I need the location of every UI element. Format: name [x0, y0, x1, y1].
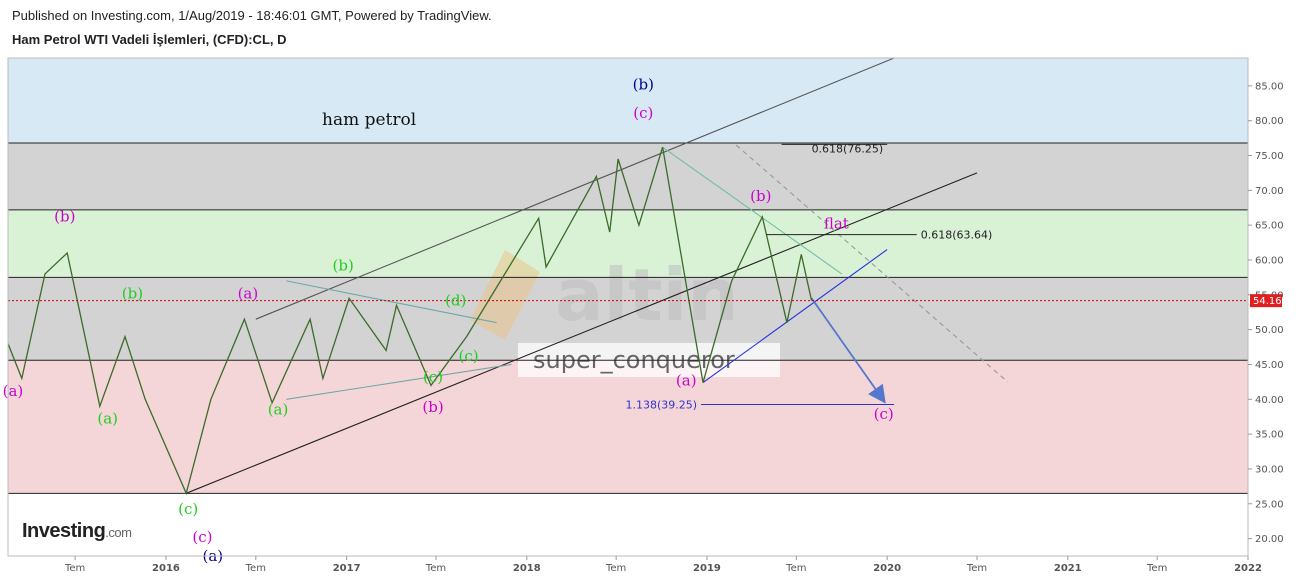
wave-label: (c) — [459, 347, 479, 365]
wave-label: (a) — [676, 371, 697, 389]
y-tick-label: 45.00 — [1255, 360, 1284, 371]
y-tick-label: 20.00 — [1255, 534, 1284, 545]
y-tick-label: 30.00 — [1255, 464, 1284, 475]
wave-label: (b) — [333, 256, 354, 274]
price-zone — [8, 360, 1248, 494]
logo-suffix: .com — [105, 525, 132, 540]
wave-label: (c) — [874, 405, 894, 423]
x-tick-label: Tem — [245, 563, 266, 574]
y-tick-label: 50.00 — [1255, 325, 1284, 336]
wave-label: (c) — [178, 500, 198, 518]
fib-level-label: 1.138(39.25) — [625, 399, 697, 412]
x-tick-label: 2020 — [873, 563, 901, 574]
instrument-title: Ham Petrol WTI Vadeli İşlemleri, (CFD):C… — [12, 32, 287, 47]
y-tick-label: 85.00 — [1255, 81, 1284, 92]
watermark-brand: altin — [555, 253, 739, 337]
x-tick-label: 2022 — [1234, 563, 1262, 574]
wave-label: (a) — [238, 284, 259, 302]
price-zones — [8, 58, 1248, 494]
y-tick-label: 70.00 — [1255, 186, 1284, 197]
chart-title: ham petrol — [322, 110, 416, 130]
wave-label: (b) — [422, 398, 443, 416]
fib-level-label: 0.618(76.25) — [812, 142, 884, 155]
price-zone — [8, 209, 1248, 278]
wave-label: (a) — [3, 382, 24, 400]
y-tick-label: 40.00 — [1255, 395, 1284, 406]
wave-label: (a) — [97, 410, 118, 428]
wave-label: flat — [824, 215, 849, 233]
x-tick-label: Tem — [425, 563, 446, 574]
published-line: Published on Investing.com, 1/Aug/2019 -… — [12, 8, 492, 23]
investing-logo: Investing.com — [22, 520, 132, 543]
wave-label: (d) — [445, 291, 466, 309]
horizontal-levels — [8, 142, 1248, 494]
trend-line — [702, 249, 888, 384]
wave-labels: (a) (b) (a) (b) (c) (c) (a) (a) (a) (b) (d) (c) (c) (… — [3, 75, 894, 565]
trend-lines — [185, 58, 1008, 494]
logo-main: Investing — [22, 520, 106, 542]
x-tick-label: Tem — [785, 563, 806, 574]
plot-frame — [7, 57, 1249, 557]
x-tick-label: Tem — [64, 563, 85, 574]
wave-label: (c) — [192, 528, 212, 546]
trend-line — [255, 58, 895, 320]
wave-label: (b) — [633, 75, 654, 93]
wave-label: (c) — [633, 104, 653, 122]
x-axis: Tem 2016 Tem 2017 Tem 2018 Tem 2019 Tem 2020 Tem 20… — [64, 556, 1262, 574]
y-tick-label: 65.00 — [1255, 221, 1284, 232]
y-tick-label: 75.00 — [1255, 151, 1284, 162]
y-axis: 20.0025.0030.0035.0040.0045.0050.0055.00… — [1248, 81, 1284, 545]
wave-label: (c) — [423, 368, 443, 386]
wave-label: (b) — [122, 284, 143, 302]
trend-line — [286, 363, 512, 400]
x-tick-label: Tem — [1146, 563, 1167, 574]
trend-line — [286, 280, 497, 324]
y-tick-label: 35.00 — [1255, 430, 1284, 441]
x-tick-label: 2019 — [693, 563, 721, 574]
trend-line — [735, 144, 1008, 383]
x-tick-label: 2021 — [1054, 563, 1082, 574]
fib-level-label: 0.618(63.64) — [921, 229, 993, 242]
fibonacci-levels: 0.618(76.25) 0.618(63.64) 1.138(39.25) — [625, 142, 992, 411]
price-series-line — [8, 147, 813, 496]
price-zone — [8, 58, 1248, 143]
last-price-badge: 54.16 — [1250, 294, 1282, 308]
y-tick-label: 25.00 — [1255, 499, 1284, 510]
x-tick-label: 2016 — [152, 563, 180, 574]
x-tick-label: Tem — [966, 563, 987, 574]
wave-label: (b) — [54, 208, 75, 226]
price-zone — [8, 142, 1248, 210]
last-price-label: 54.16 — [1253, 296, 1282, 307]
x-tick-label: Tem — [605, 563, 626, 574]
trend-line — [662, 146, 843, 275]
trend-line — [185, 172, 978, 494]
watermark-diamond-icon — [470, 250, 540, 340]
x-tick-label: 2018 — [513, 563, 541, 574]
trend-line — [810, 297, 886, 404]
y-tick-label: 80.00 — [1255, 116, 1284, 127]
wave-label: (a) — [268, 401, 289, 419]
wave-label: (b) — [750, 187, 771, 205]
x-tick-label: 2017 — [333, 563, 361, 574]
y-tick-label: 60.00 — [1255, 255, 1284, 266]
